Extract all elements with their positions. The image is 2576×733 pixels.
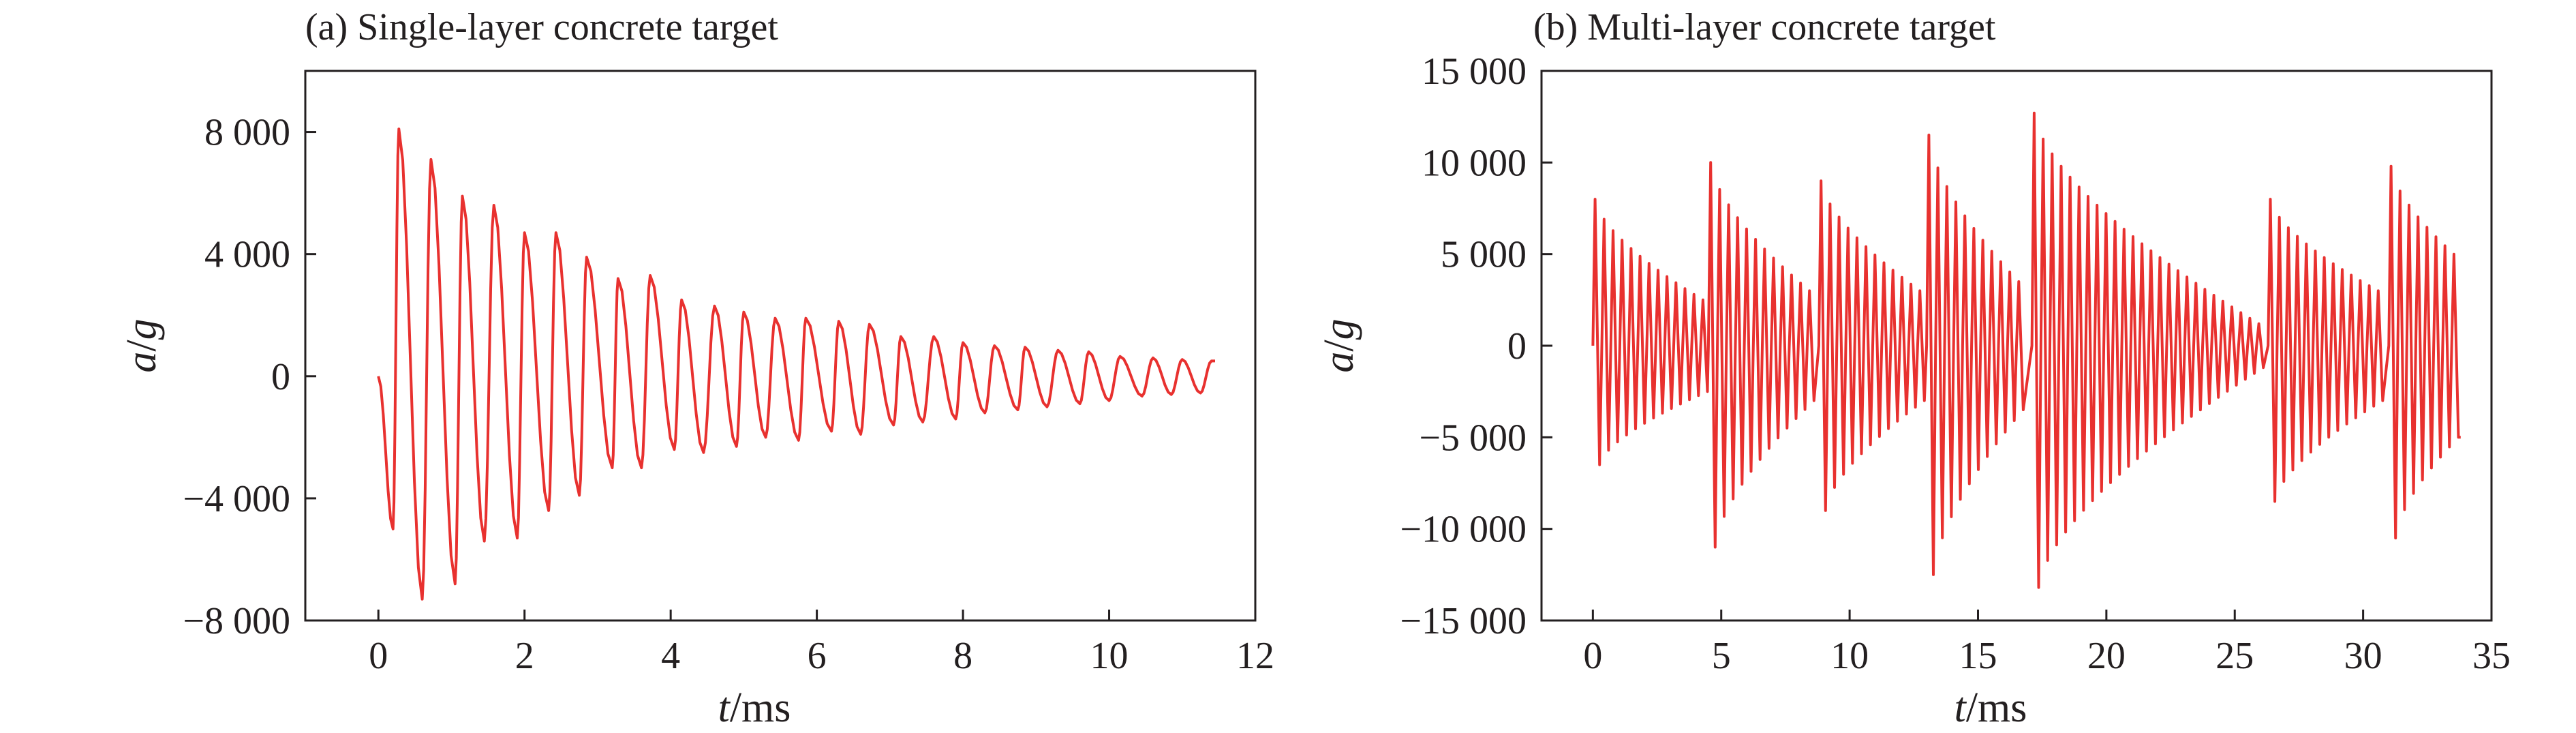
y-tick-label-b: −5 000 bbox=[1419, 417, 1527, 459]
y-tick-label-b: 10 000 bbox=[1422, 142, 1527, 184]
y-tick-label-a: 8 000 bbox=[204, 112, 290, 154]
x-tick-label-a: 2 bbox=[515, 635, 534, 677]
series-line-a bbox=[377, 128, 1216, 601]
x-axis-label-a: t/ms bbox=[718, 685, 791, 731]
y-tick-label-a: 4 000 bbox=[204, 234, 290, 276]
chart-title-b: (b) Multi-layer concrete target bbox=[1533, 6, 1996, 48]
x-tick-label-b: 15 bbox=[1959, 635, 1997, 677]
y-tick-label-b: 5 000 bbox=[1441, 234, 1527, 276]
chart-title-a: (a) Single-layer concrete target bbox=[305, 6, 778, 48]
y-tick-label-b: 0 bbox=[1507, 325, 1527, 368]
series-a bbox=[377, 128, 1216, 601]
y-tick-label-a: 0 bbox=[271, 356, 290, 398]
x-axis-label-b: t/ms bbox=[1954, 685, 2027, 731]
x-tick-label-b: 5 bbox=[1712, 635, 1731, 677]
x-tick-label-a: 10 bbox=[1090, 635, 1129, 677]
y-tick-label-b: −10 000 bbox=[1400, 509, 1527, 551]
y-tick-label-a: −4 000 bbox=[183, 478, 290, 520]
series-b bbox=[1591, 111, 2461, 589]
panel-b: (b) Multi-layer concrete target 0 5 10 15 20… bbox=[1316, 6, 2511, 731]
y-tick-label-a: −8 000 bbox=[183, 600, 290, 642]
x-axis-a: 0 2 4 6 8 10 12 bbox=[369, 610, 1274, 677]
x-tick-label-a: 4 bbox=[661, 635, 680, 677]
x-axis-b: 0 5 10 15 20 25 30 35 bbox=[1583, 610, 2511, 677]
x-tick-label-a: 6 bbox=[808, 635, 827, 677]
y-axis-a: −8 000 −4 000 0 4 000 8 000 bbox=[183, 112, 316, 642]
x-tick-label-b: 25 bbox=[2215, 635, 2254, 677]
y-axis-label-a: a/g bbox=[119, 318, 165, 372]
x-tick-label-b: 30 bbox=[2344, 635, 2382, 677]
y-tick-label-b: −15 000 bbox=[1400, 600, 1527, 642]
x-tick-label-b: 35 bbox=[2472, 635, 2511, 677]
x-tick-label-a: 12 bbox=[1236, 635, 1274, 677]
x-tick-label-a: 0 bbox=[369, 635, 388, 677]
y-axis-b: −15 000 −10 000 −5 000 0 5 000 10 000 15 000 bbox=[1400, 50, 1552, 642]
y-axis-label-b: a/g bbox=[1316, 318, 1362, 372]
x-tick-label-b: 0 bbox=[1583, 635, 1602, 677]
series-line-b bbox=[1591, 111, 2461, 589]
y-tick-label-b: 15 000 bbox=[1422, 50, 1527, 93]
x-tick-label-b: 20 bbox=[2087, 635, 2126, 677]
x-tick-label-a: 8 bbox=[953, 635, 972, 677]
x-tick-label-b: 10 bbox=[1830, 635, 1869, 677]
panel-a: (a) Single-layer concrete target 0 2 4 6 8 10… bbox=[119, 6, 1274, 731]
plot-frame-a bbox=[304, 70, 1257, 622]
